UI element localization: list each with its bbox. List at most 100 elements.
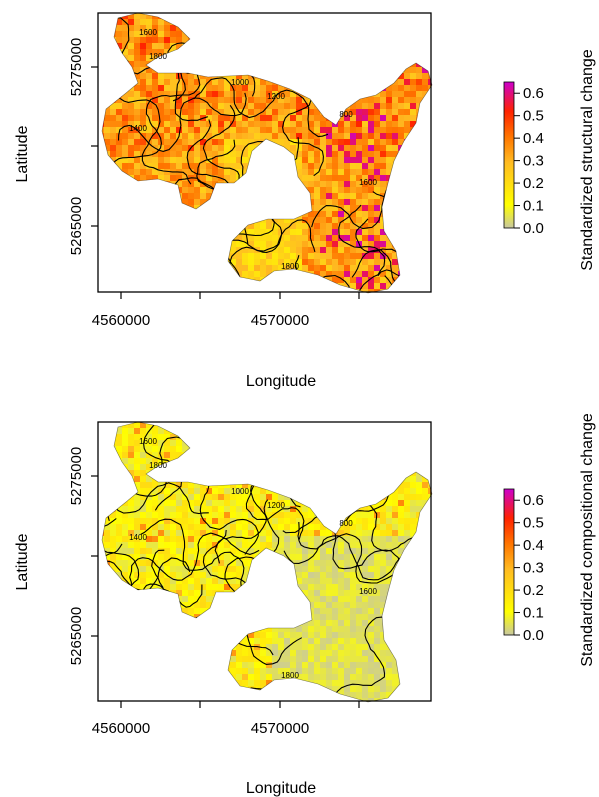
map-cell xyxy=(320,638,327,645)
map-cell xyxy=(164,500,171,507)
map-cell xyxy=(152,97,159,104)
map-cell xyxy=(416,476,423,483)
map-cell xyxy=(410,656,417,663)
map-cell xyxy=(200,247,207,254)
map-cell xyxy=(308,265,315,272)
map-cell xyxy=(374,121,381,128)
map-cell xyxy=(386,133,393,140)
map-cell xyxy=(296,85,303,92)
map-cell xyxy=(188,572,195,579)
map-cell xyxy=(104,91,111,98)
map-cell xyxy=(272,37,279,44)
map-cell xyxy=(416,434,423,441)
map-cell xyxy=(416,91,423,98)
map-cell xyxy=(356,187,363,194)
map-cell xyxy=(320,85,327,92)
map-cell xyxy=(170,85,177,92)
map-cell xyxy=(404,614,411,621)
map-cell xyxy=(170,614,177,621)
map-cell xyxy=(102,506,105,513)
map-cell xyxy=(392,55,399,62)
map-cell xyxy=(218,67,225,74)
map-cell xyxy=(158,103,165,110)
map-cell xyxy=(194,91,201,98)
map-cell xyxy=(422,85,429,92)
map-cell xyxy=(128,271,135,278)
map-cell xyxy=(392,452,399,459)
map-cell xyxy=(278,91,285,98)
map-cell xyxy=(380,596,387,603)
map-cell xyxy=(260,199,267,206)
map-cell xyxy=(194,560,201,567)
map-cell xyxy=(284,67,291,74)
map-cell xyxy=(404,632,411,639)
map-cell xyxy=(350,518,357,525)
map-cell xyxy=(116,626,123,633)
map-cell xyxy=(368,151,375,158)
map-cell xyxy=(170,650,177,657)
map-cell xyxy=(224,31,231,38)
map-cell xyxy=(416,500,423,507)
map-cell xyxy=(374,73,381,80)
map-cell xyxy=(356,205,363,212)
map-cell xyxy=(254,85,261,92)
map-cell xyxy=(398,512,405,519)
map-cell xyxy=(122,49,129,56)
map-cell xyxy=(404,151,411,158)
map-cell xyxy=(200,662,207,669)
map-cell xyxy=(122,656,129,663)
map-cell xyxy=(332,55,339,62)
map-cell xyxy=(134,572,141,579)
map-cell xyxy=(212,247,219,254)
map-cell xyxy=(164,175,171,182)
map-cell xyxy=(344,542,351,549)
map-cell xyxy=(188,518,195,525)
map-cell xyxy=(398,452,405,459)
map-cell xyxy=(206,572,213,579)
map-cell xyxy=(266,85,273,92)
map-cell xyxy=(392,151,399,158)
map-cell xyxy=(102,205,105,212)
colorbar: 0.00.10.20.30.40.50.6 Standardized struc… xyxy=(503,49,596,271)
map-cell xyxy=(284,91,291,98)
map-cell xyxy=(104,67,111,74)
map-cell xyxy=(410,49,417,56)
x-axis-label: Longitude xyxy=(246,373,316,390)
map-cell xyxy=(110,43,117,50)
map-cell xyxy=(284,13,291,20)
map-cell xyxy=(140,572,147,579)
map-cell xyxy=(296,506,303,513)
map-cell xyxy=(308,37,315,44)
map-cell xyxy=(194,187,201,194)
map-cell xyxy=(230,506,237,513)
map-cell xyxy=(158,283,165,290)
map-cell xyxy=(308,488,315,495)
map-cell xyxy=(110,626,117,633)
map-cell xyxy=(386,223,393,230)
map-cell xyxy=(236,662,243,669)
map-cell xyxy=(176,271,183,278)
map-cell xyxy=(182,650,189,657)
map-cell xyxy=(122,193,129,200)
map-cell xyxy=(200,253,207,260)
map-cell xyxy=(164,247,171,254)
map-cell xyxy=(224,127,231,134)
map-cell xyxy=(140,31,147,38)
map-cell xyxy=(110,121,117,128)
map-cell xyxy=(278,283,285,290)
map-cell xyxy=(182,145,189,152)
map-cell xyxy=(134,229,141,236)
map-cell xyxy=(116,548,123,555)
map-cell xyxy=(140,169,147,176)
map-cell xyxy=(128,157,135,164)
map-cell xyxy=(260,434,267,441)
map-cell xyxy=(290,223,297,230)
map-cell xyxy=(104,79,111,86)
map-cell xyxy=(146,91,153,98)
map-cell xyxy=(302,199,309,206)
map-cell xyxy=(284,656,291,663)
map-cell xyxy=(200,494,207,501)
map-cell xyxy=(104,656,111,663)
map-cell xyxy=(254,61,261,68)
map-cell xyxy=(386,145,393,152)
